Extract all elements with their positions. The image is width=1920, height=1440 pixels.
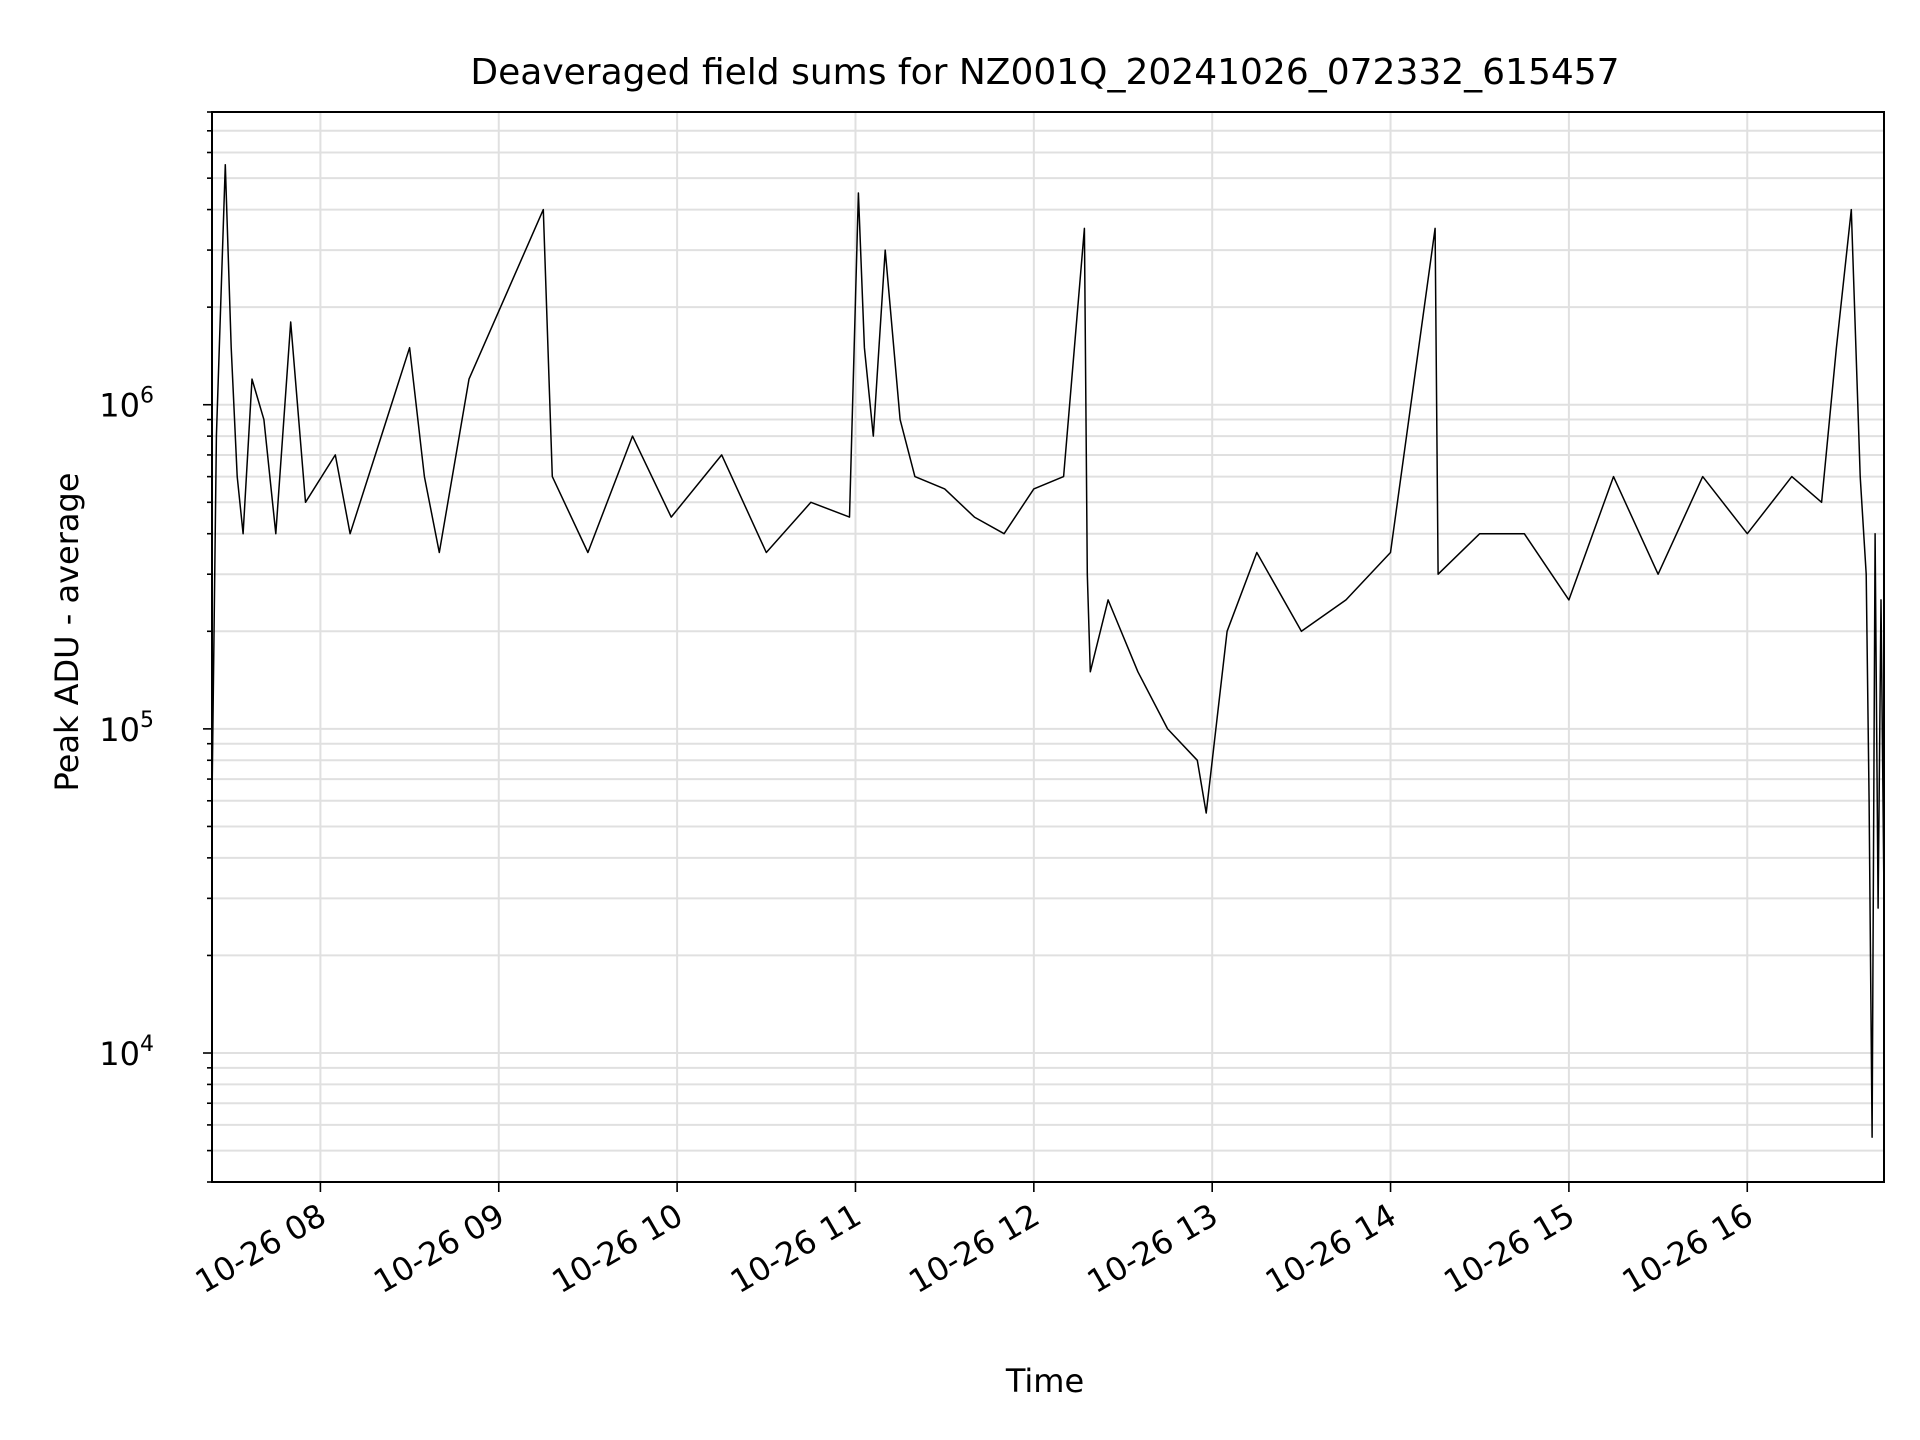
y-tick-exponent: 5 — [140, 708, 154, 733]
plot-area — [211, 111, 1885, 1183]
y-tick-label: 104 — [99, 1032, 154, 1073]
y-tick-exponent: 4 — [140, 1032, 154, 1057]
x-axis-label: Time — [1005, 1362, 1084, 1400]
grid — [212, 111, 1884, 1183]
series-layer — [211, 163, 1885, 1138]
axes-frame — [211, 111, 1885, 1183]
y-tick-base: 10 — [99, 1035, 140, 1073]
y-tick-base: 10 — [99, 711, 140, 749]
series-line — [211, 163, 1885, 1138]
y-axis-label: Peak ADU - average — [48, 473, 86, 792]
y-tick-label: 105 — [99, 708, 154, 749]
y-tick-label: 106 — [99, 384, 154, 425]
chart-title: Deaveraged field sums for NZ001Q_2024102… — [470, 52, 1619, 93]
y-tick-exponent: 6 — [140, 384, 154, 409]
y-tick-base: 10 — [99, 387, 140, 425]
